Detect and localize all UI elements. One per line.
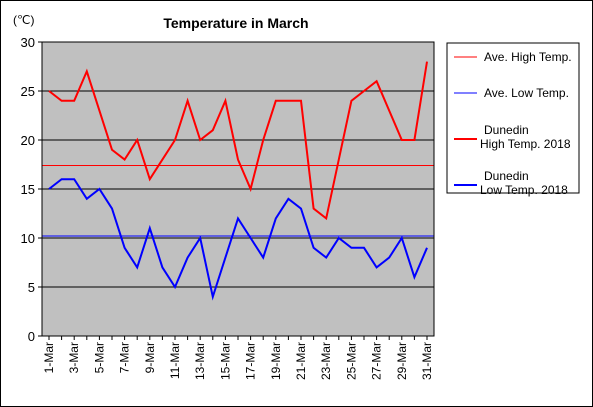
grid-lines [42, 90, 434, 288]
y-tick-label: 0 [28, 329, 35, 344]
y-tick-label: 25 [21, 84, 35, 99]
x-tick-label: 11-Mar [168, 342, 182, 379]
y-tick-label: 15 [21, 182, 35, 197]
x-tick-label: 19-Mar [269, 342, 283, 380]
legend-label: Ave. High Temp. [484, 50, 572, 64]
x-tick-label: 31-Mar [420, 342, 434, 380]
x-tick-label: 21-Mar [294, 342, 308, 380]
y-tick-label: 20 [21, 133, 35, 148]
x-tick-label: 1-Mar [42, 342, 56, 373]
legend-label: Ave. Low Temp. [484, 86, 569, 100]
chart-title: Temperature in March [163, 15, 308, 31]
y-tick-label: 30 [21, 35, 35, 50]
legend-box [446, 42, 580, 194]
y-tick-label: 10 [21, 231, 35, 246]
x-tick-label: 27-Mar [370, 342, 384, 380]
x-tick-label: 7-Mar [118, 342, 132, 373]
x-tick-label: 29-Mar [395, 342, 409, 380]
series-lines [42, 61, 434, 301]
y-axis-unit-label: (℃) [13, 13, 34, 27]
plot-border [41, 41, 435, 337]
x-axis-ticks: 1-Mar 3-Mar 5-Mar 7-Mar 9-Mar 11-Mar 13-Mar 15-… [42, 336, 434, 380]
x-tick-label: 3-Mar [67, 342, 81, 373]
x-tick-label: 9-Mar [143, 342, 157, 373]
legend-label: Dunedin High Temp. 2018 [480, 123, 571, 151]
x-tick-label: 17-Mar [244, 342, 258, 380]
legend-label: Dunedin Low Temp. 2018 [480, 169, 568, 197]
y-axis-ticks: 0 5 10 15 20 25 30 [21, 35, 42, 344]
x-tick-label: 13-Mar [193, 342, 207, 380]
x-tick-label: 15-Mar [218, 342, 232, 380]
y-tick-label: 5 [28, 280, 35, 295]
legend: Ave. High Temp. Ave. Low Temp. Dunedin High… [446, 42, 580, 197]
x-tick-label: 23-Mar [319, 342, 333, 380]
x-tick-label: 5-Mar [92, 342, 106, 373]
x-tick-label: 25-Mar [344, 342, 358, 380]
